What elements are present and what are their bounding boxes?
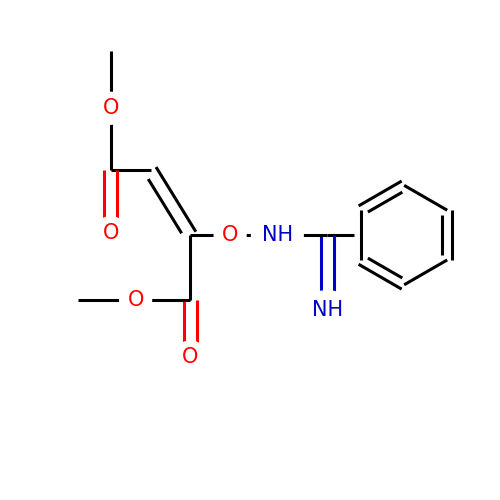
Text: O: O — [102, 98, 119, 118]
Text: NH: NH — [262, 225, 293, 245]
Text: O: O — [222, 225, 238, 245]
Ellipse shape — [95, 92, 126, 124]
Ellipse shape — [174, 341, 206, 373]
Ellipse shape — [301, 291, 353, 329]
Ellipse shape — [95, 216, 126, 248]
Text: O: O — [128, 290, 144, 310]
Ellipse shape — [214, 219, 246, 251]
Ellipse shape — [120, 284, 152, 316]
Ellipse shape — [252, 216, 303, 254]
Text: NH: NH — [312, 300, 342, 320]
Text: O: O — [102, 222, 119, 242]
Text: O: O — [182, 347, 198, 367]
